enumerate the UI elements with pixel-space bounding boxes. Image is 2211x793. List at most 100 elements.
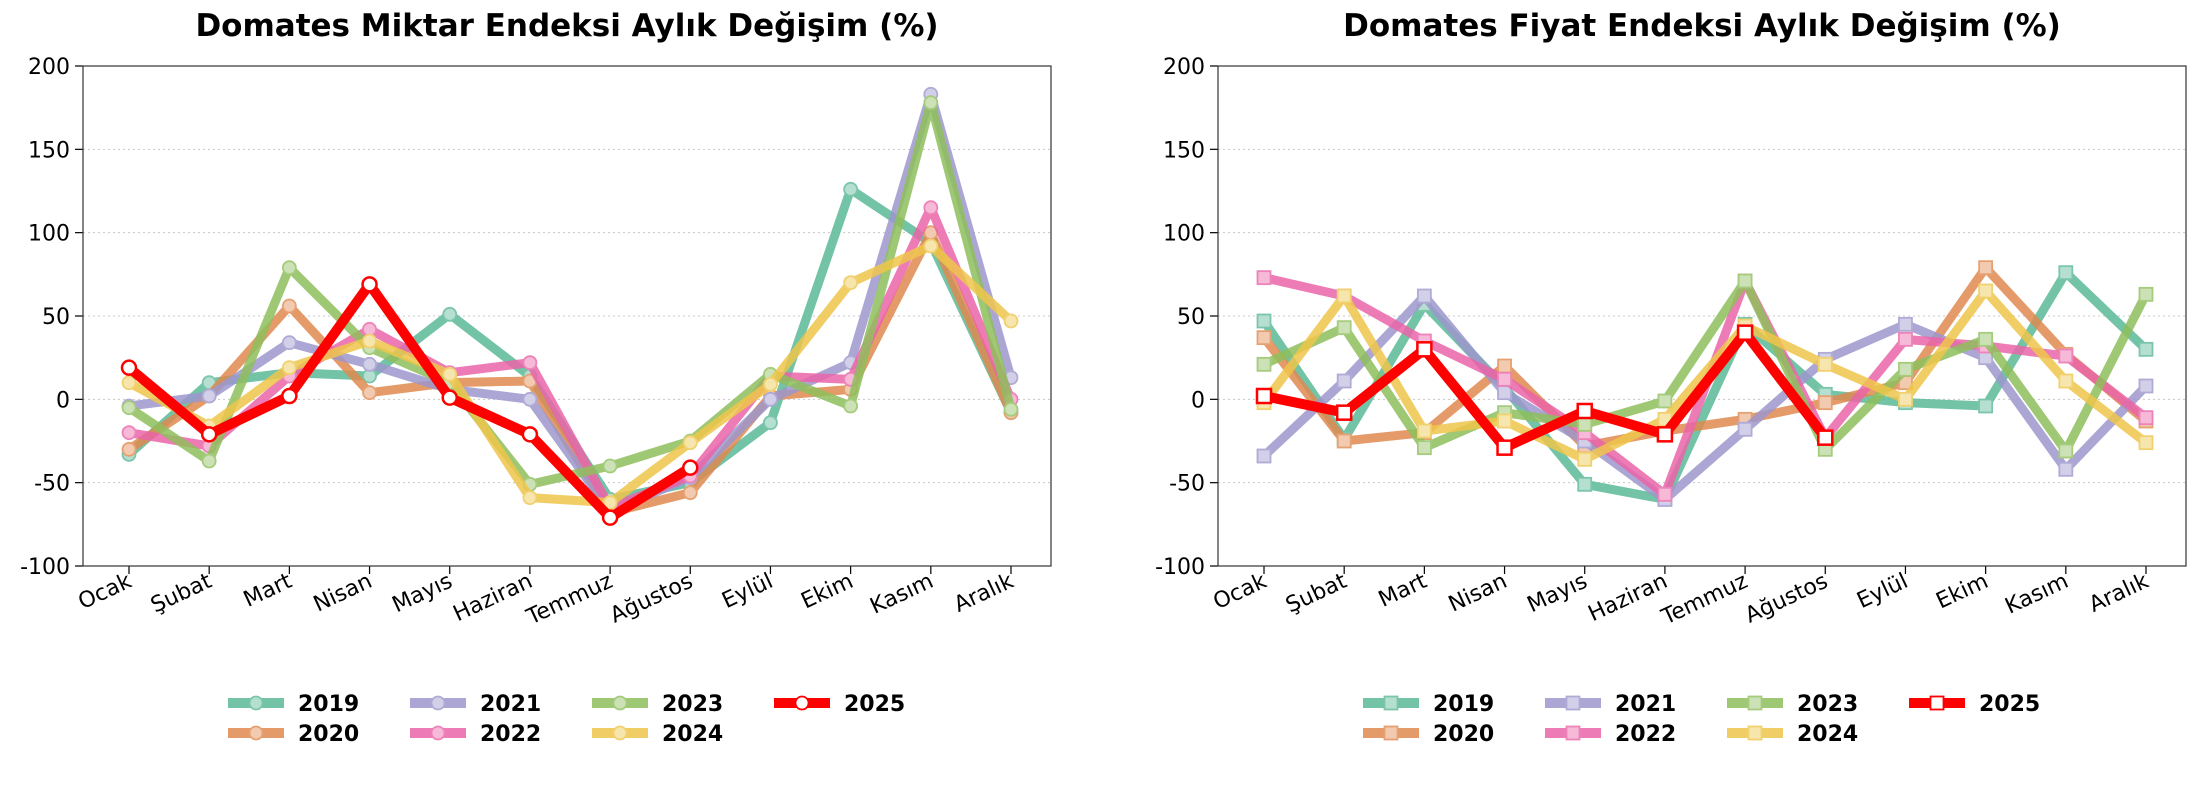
data-point [1577,451,1593,467]
legend-item-2020: 2020 [228,722,359,747]
data-point [1416,440,1432,456]
data-point [362,356,377,372]
legend-label: 2023 [1797,692,1858,717]
legend-label: 2020 [298,722,359,747]
legend-item-2019: 2019 [228,692,359,717]
data-point [1577,476,1593,492]
y-tick-label: 150 [28,138,70,163]
data-point [1003,313,1019,329]
data-point [843,275,859,291]
y-tick-label: -50 [34,472,70,497]
data-point [1416,341,1433,358]
data-point [442,366,458,382]
series-line-2021 [124,89,1016,516]
legend-label: 2024 [1797,722,1858,747]
data-point [843,398,859,414]
y-tick-label: 50 [42,305,70,330]
legend-marker [1383,725,1399,741]
data-point [522,391,538,407]
x-tick-label: Ağustos [607,569,697,629]
data-point [1978,398,1994,414]
y-tick-label: 100 [1163,222,1205,247]
data-point [1898,391,1913,407]
chart-panel-1: Domates Miktar Endeksi Aylık Değişim (%)… [20,8,1052,747]
data-point [281,360,297,376]
x-tick-label: Aralık [950,569,1017,618]
data-point [121,375,137,391]
data-point [1497,385,1512,401]
data-point [1336,320,1352,336]
y-tick-label: 100 [28,222,70,247]
legend-marker [1565,725,1581,741]
x-tick-label: Mayıs [1524,569,1592,618]
series-line-2025 [1259,327,1831,453]
series-line-2024 [124,241,1016,508]
legend-item-2020: 2020 [1363,722,1494,747]
data-point [1817,429,1834,446]
legend-marker [1747,725,1763,741]
data-point [2058,461,2074,477]
legend-label: 2021 [480,692,541,717]
data-point [1497,371,1512,387]
data-point [1256,330,1272,346]
data-point [1497,358,1512,374]
x-tick-label: Mayıs [389,569,457,618]
legend-marker [612,695,628,711]
series-line-2021 [1259,291,2151,504]
series-2025 [1255,324,1834,456]
data-point [2058,443,2074,459]
series-2024 [1256,283,2154,467]
x-tick-label: Kasım [866,569,937,620]
data-point [2138,341,2154,357]
legend-marker [1383,695,1399,711]
data-point [1657,486,1673,502]
legend-label: 2019 [298,692,359,717]
x-tick-label: Aralık [2085,569,2152,618]
data-point [1336,433,1352,449]
data-point [521,426,539,443]
y-tick-label: 0 [56,388,70,413]
data-point [1736,324,1754,341]
x-tick-label: Şubat [1282,569,1351,619]
data-point [121,441,137,457]
legend: 2019 2020 2021 2022 2023 2024 2025 [228,692,905,747]
y-tick-label: -100 [1155,555,1205,580]
data-point [201,388,217,404]
chart-title: Domates Miktar Endeksi Aylık Değişim (%) [195,8,938,44]
data-point [923,200,939,216]
data-point [1978,283,1994,299]
chart-panel-2: Domates Fiyat Endeksi Aylık Değişim (%) -… [1155,8,2187,747]
data-point [2138,378,2154,394]
data-point [1497,413,1512,429]
x-tick-label: Nisan [1445,569,1511,618]
legend-marker [248,725,264,741]
data-point [201,453,217,469]
legend-marker [430,695,446,711]
legend-item-2024: 2024 [592,722,723,747]
legend: 2019 2020 2021 2022 2023 2024 2025 [1363,692,2040,747]
data-point [1898,316,1913,332]
legend-marker [430,725,446,741]
y-tick-label: 50 [1177,305,1205,330]
data-point [1978,331,1994,347]
data-point [1898,361,1913,377]
data-point [281,387,298,405]
data-point [1496,439,1513,456]
x-tick-label: Eylül [718,569,777,614]
legend-label: 2024 [662,722,723,747]
legend-label: 2022 [1615,722,1676,747]
legend-marker [1929,695,1945,711]
data-point [1256,313,1272,329]
data-point [281,335,297,351]
y-tick-label: 200 [28,55,70,80]
data-point [2138,410,2154,426]
data-point [923,95,939,111]
data-point [2138,435,2154,451]
data-point [200,426,218,443]
data-point [602,495,618,511]
x-tick-label: Şubat [147,569,216,619]
x-tick-label: Eylül [1853,569,1912,614]
data-point [763,391,778,407]
data-point [1336,288,1352,304]
